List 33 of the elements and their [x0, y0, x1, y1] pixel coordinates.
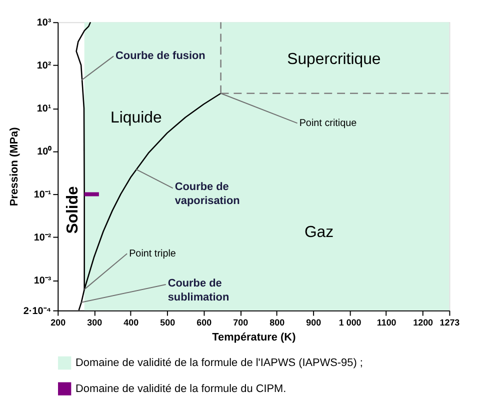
- annotation: Courbe de sublimation: [168, 277, 230, 304]
- x-tick-label: 800: [270, 318, 285, 328]
- x-tick-label: 600: [196, 318, 212, 328]
- y-tick-label: 10⁻³: [34, 276, 52, 287]
- annotation: Solide: [64, 186, 82, 234]
- annotation: Point critique: [299, 118, 358, 130]
- y-tick-label: 10²: [36, 60, 52, 72]
- y-tick-label: 10⁻¹: [34, 190, 52, 201]
- y-tick-label: 2·10⁻⁴: [23, 306, 52, 317]
- legend-label: Domaine de validité de la formule du CIPM.: [76, 382, 286, 395]
- y-axis-title: Pression (MPa): [8, 126, 20, 206]
- x-tick-label: 900: [306, 318, 322, 328]
- x-tick-label: 700: [233, 318, 248, 328]
- annotation: Gaz: [304, 224, 334, 241]
- annotation: Courbe de vaporisation: [174, 181, 240, 208]
- y-tick-label: 10¹: [36, 104, 52, 115]
- x-tick-label: 1200: [413, 318, 434, 328]
- legend-label: Domaine de validité de la formule de l'IAPWS (IAPWS-95) ;: [76, 356, 363, 369]
- x-tick-label: 400: [124, 318, 139, 328]
- annotation: Liquide: [110, 109, 162, 126]
- y-tick-label: 10⁻²: [34, 232, 52, 244]
- x-tick-label: 1 000: [338, 318, 362, 328]
- x-tick-label: 200: [50, 318, 66, 328]
- y-tick-label: 10³: [36, 18, 52, 29]
- annotation: Point triple: [129, 248, 176, 260]
- x-axis-title: Température (K): [212, 332, 296, 344]
- annotation: Supercritique: [287, 50, 381, 68]
- y-tick-label: 10⁰: [37, 146, 52, 158]
- x-tick-label: 1100: [376, 318, 396, 328]
- annotation: Courbe de fusion: [116, 50, 206, 62]
- x-tick-label: 300: [87, 318, 102, 328]
- x-tick-label: 500: [160, 318, 176, 328]
- x-tick-label: 1273: [440, 318, 460, 328]
